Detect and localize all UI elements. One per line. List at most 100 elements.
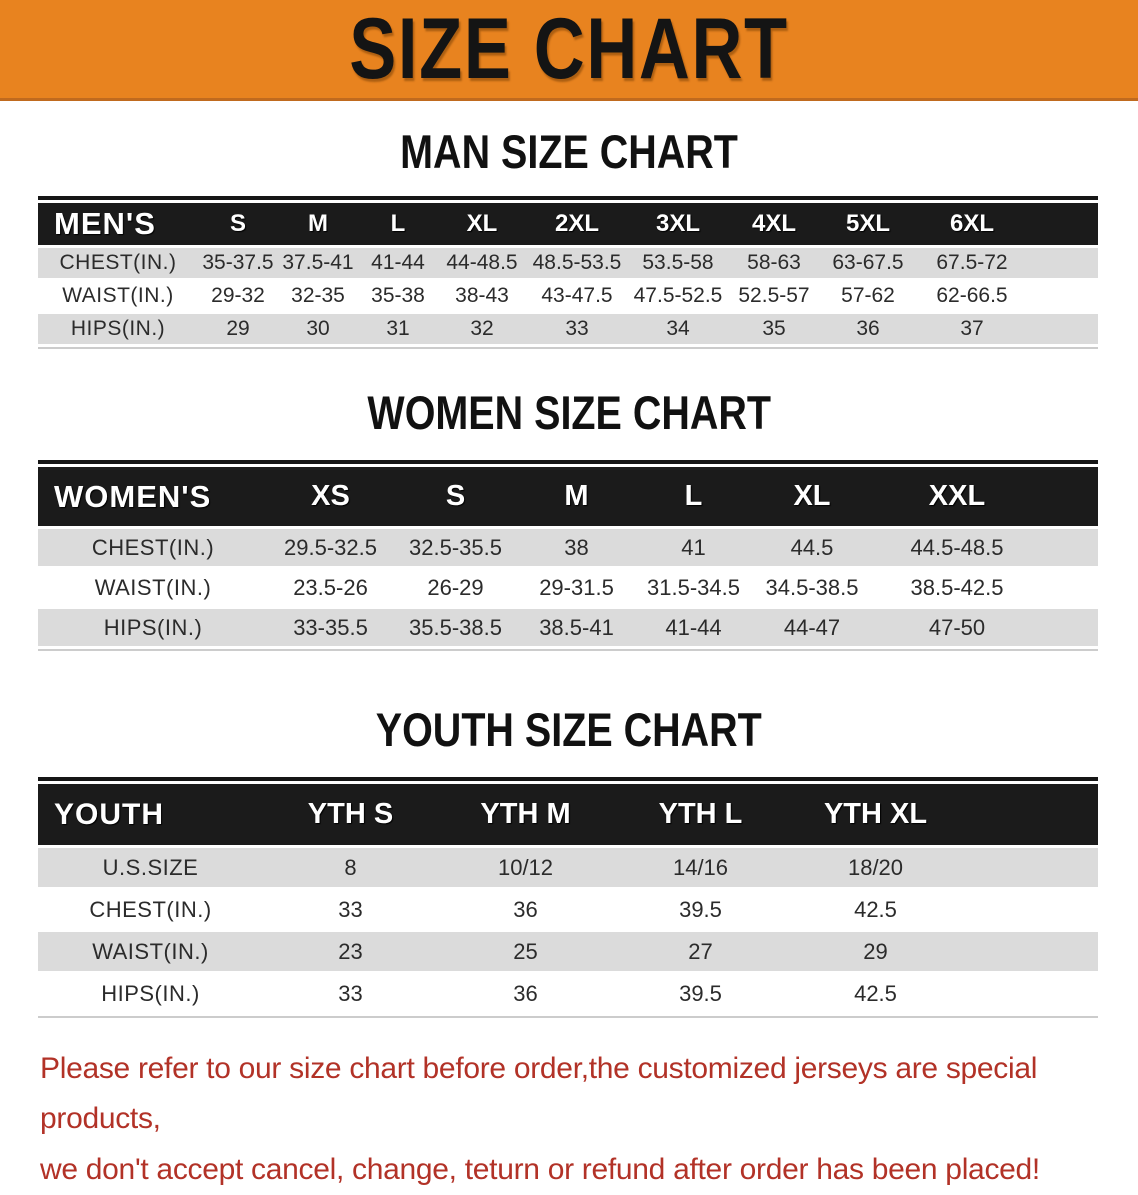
banner: SIZE CHART xyxy=(0,0,1138,101)
size-value-cell: 32.5-35.5 xyxy=(393,529,518,569)
youth-size-table: YOUTH YTH S YTH M YTH L YTH XL U.S.SIZE 8 10/1… xyxy=(38,784,1098,1016)
size-value-cell: 35 xyxy=(728,314,820,347)
size-column-header: 4XL xyxy=(728,203,820,248)
size-value-cell: 32-35 xyxy=(278,281,358,314)
size-value-cell: 34 xyxy=(628,314,728,347)
size-value-cell: 29-32 xyxy=(198,281,278,314)
row-label: WAIST(IN.) xyxy=(38,569,268,609)
size-value-cell: 47-50 xyxy=(872,609,1042,649)
size-value-cell: 32 xyxy=(438,314,526,347)
size-value-cell: 42.5 xyxy=(788,890,963,932)
measurement-row: WAIST(IN.) 29-32 32-35 35-38 38-43 43-47.5 47.… xyxy=(38,281,1098,314)
size-value-cell: 30 xyxy=(278,314,358,347)
disclaimer-line-2: we don't accept cancel, change, teturn o… xyxy=(40,1152,1040,1186)
measurement-row: CHEST(IN.) 29.5-32.5 32.5-35.5 38 41 44.5 44.5… xyxy=(38,529,1098,569)
size-value-cell: 33 xyxy=(263,974,438,1016)
row-label: HIPS(IN.) xyxy=(38,974,263,1016)
section-heading-youth: YOUTH SIZE CHART xyxy=(375,703,763,756)
size-value-cell: 33 xyxy=(263,890,438,932)
size-value-cell: 67.5-72 xyxy=(916,248,1028,281)
men-size-table: MEN'S S M L XL 2XL 3XL 4XL 5XL 6XL CHEST(IN.) 35-3… xyxy=(38,203,1098,347)
disclaimer-line-1: Please refer to our size chart before or… xyxy=(40,1052,1038,1136)
measurement-row: WAIST(IN.) 23 25 27 29 xyxy=(38,932,1098,974)
size-value-cell: 38-43 xyxy=(438,281,526,314)
size-value-cell: 29 xyxy=(788,932,963,974)
size-column-header: 2XL xyxy=(526,203,628,248)
size-value-cell: 26-29 xyxy=(393,569,518,609)
size-column-header: YTH L xyxy=(613,784,788,848)
size-value-cell: 35-38 xyxy=(358,281,438,314)
row-label: CHEST(IN.) xyxy=(38,890,263,932)
filler-cell xyxy=(1042,609,1098,649)
size-value-cell: 37 xyxy=(916,314,1028,347)
section-heading-man: MAN SIZE CHART xyxy=(400,125,738,178)
size-value-cell: 44-48.5 xyxy=(438,248,526,281)
filler-cell xyxy=(1028,203,1098,248)
size-value-cell: 52.5-57 xyxy=(728,281,820,314)
row-label: WAIST(IN.) xyxy=(38,932,263,974)
size-value-cell: 38.5-41 xyxy=(518,609,635,649)
size-value-cell: 44.5-48.5 xyxy=(872,529,1042,569)
size-value-cell: 44-47 xyxy=(752,609,872,649)
youth-size-table-wrap: YOUTH YTH S YTH M YTH L YTH XL U.S.SIZE 8 10/1… xyxy=(38,777,1098,1018)
size-column-header: L xyxy=(635,467,752,529)
row-label: HIPS(IN.) xyxy=(38,314,198,347)
size-column-header: YTH S xyxy=(263,784,438,848)
filler-cell xyxy=(1042,529,1098,569)
youth-header-row: YOUTH YTH S YTH M YTH L YTH XL xyxy=(38,784,1098,848)
measurement-row: HIPS(IN.) 29 30 31 32 33 34 35 36 37 xyxy=(38,314,1098,347)
size-value-cell: 43-47.5 xyxy=(526,281,628,314)
measurement-row: HIPS(IN.) 33 36 39.5 42.5 xyxy=(38,974,1098,1016)
size-value-cell: 42.5 xyxy=(788,974,963,1016)
filler-cell xyxy=(1028,281,1098,314)
size-value-cell: 14/16 xyxy=(613,848,788,890)
size-column-header: S xyxy=(393,467,518,529)
filler-cell xyxy=(1028,248,1098,281)
size-value-cell: 33 xyxy=(526,314,628,347)
size-column-header: XS xyxy=(268,467,393,529)
size-value-cell: 41-44 xyxy=(635,609,752,649)
size-column-header: XL xyxy=(438,203,526,248)
women-header-row: WOMEN'S XS S M L XL XXL xyxy=(38,467,1098,529)
table-corner-label: WOMEN'S xyxy=(38,467,268,529)
size-column-header: 5XL xyxy=(820,203,916,248)
size-value-cell: 38 xyxy=(518,529,635,569)
size-value-cell: 38.5-42.5 xyxy=(872,569,1042,609)
filler-cell xyxy=(963,848,1098,890)
size-value-cell: 37.5-41 xyxy=(278,248,358,281)
size-column-header: S xyxy=(198,203,278,248)
filler-cell xyxy=(1028,314,1098,347)
size-value-cell: 41 xyxy=(635,529,752,569)
size-value-cell: 44.5 xyxy=(752,529,872,569)
size-value-cell: 35-37.5 xyxy=(198,248,278,281)
size-value-cell: 29-31.5 xyxy=(518,569,635,609)
size-column-header: YTH M xyxy=(438,784,613,848)
size-value-cell: 63-67.5 xyxy=(820,248,916,281)
size-value-cell: 29.5-32.5 xyxy=(268,529,393,569)
row-label: CHEST(IN.) xyxy=(38,529,268,569)
size-column-header: 6XL xyxy=(916,203,1028,248)
size-column-header: 3XL xyxy=(628,203,728,248)
size-value-cell: 48.5-53.5 xyxy=(526,248,628,281)
size-value-cell: 8 xyxy=(263,848,438,890)
size-value-cell: 41-44 xyxy=(358,248,438,281)
women-size-table: WOMEN'S XS S M L XL XXL CHEST(IN.) 29.5-32.5 32.… xyxy=(38,467,1098,649)
size-value-cell: 23 xyxy=(263,932,438,974)
size-value-cell: 10/12 xyxy=(438,848,613,890)
measurement-row: WAIST(IN.) 23.5-26 26-29 29-31.5 31.5-34.5 34… xyxy=(38,569,1098,609)
filler-cell xyxy=(1042,467,1098,529)
size-value-cell: 47.5-52.5 xyxy=(628,281,728,314)
section-heading-women: WOMEN SIZE CHART xyxy=(367,386,771,439)
size-value-cell: 34.5-38.5 xyxy=(752,569,872,609)
size-value-cell: 39.5 xyxy=(613,974,788,1016)
measurement-row: CHEST(IN.) 35-37.5 37.5-41 41-44 44-48.5 48.5… xyxy=(38,248,1098,281)
size-value-cell: 33-35.5 xyxy=(268,609,393,649)
row-label: U.S.SIZE xyxy=(38,848,263,890)
size-value-cell: 35.5-38.5 xyxy=(393,609,518,649)
filler-cell xyxy=(1042,569,1098,609)
filler-cell xyxy=(963,890,1098,932)
size-value-cell: 36 xyxy=(438,974,613,1016)
size-value-cell: 58-63 xyxy=(728,248,820,281)
size-value-cell: 18/20 xyxy=(788,848,963,890)
measurement-row: CHEST(IN.) 33 36 39.5 42.5 xyxy=(38,890,1098,932)
